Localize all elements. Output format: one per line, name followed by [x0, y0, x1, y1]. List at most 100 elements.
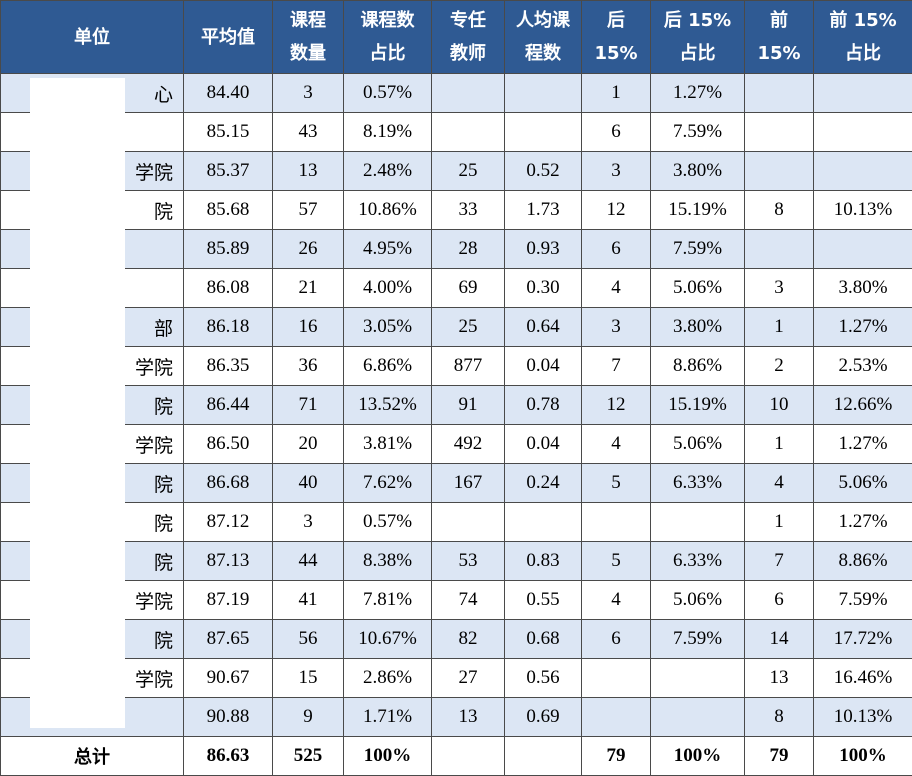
data-cell: 5.06% — [651, 581, 745, 620]
data-cell — [745, 74, 814, 113]
data-cell: 5.06% — [651, 425, 745, 464]
data-cell: 0.56 — [505, 659, 582, 698]
data-cell: 8.86% — [814, 542, 912, 581]
data-cell: 74 — [432, 581, 505, 620]
header-course-count: 课程数量 — [273, 1, 344, 74]
data-cell: 5 — [582, 464, 651, 503]
data-cell: 6 — [745, 581, 814, 620]
data-cell: 87.12 — [184, 503, 273, 542]
total-cell — [432, 737, 505, 776]
data-cell — [745, 113, 814, 152]
data-cell: 10.13% — [814, 191, 912, 230]
data-cell: 85.68 — [184, 191, 273, 230]
data-cell: 0.52 — [505, 152, 582, 191]
data-cell: 3.80% — [814, 269, 912, 308]
data-cell: 3.80% — [651, 308, 745, 347]
data-cell: 5.06% — [814, 464, 912, 503]
data-cell: 0.04 — [505, 347, 582, 386]
data-cell — [745, 152, 814, 191]
data-cell — [505, 74, 582, 113]
header-bottom-15-share: 后 15%占比 — [651, 1, 745, 74]
data-cell — [814, 74, 912, 113]
data-cell: 10.13% — [814, 698, 912, 737]
data-cell: 877 — [432, 347, 505, 386]
data-cell: 1 — [745, 308, 814, 347]
data-cell: 13 — [273, 152, 344, 191]
data-cell: 3 — [745, 269, 814, 308]
data-cell: 2.53% — [814, 347, 912, 386]
data-cell: 15.19% — [651, 386, 745, 425]
data-cell: 20 — [273, 425, 344, 464]
data-cell: 8 — [745, 698, 814, 737]
data-cell: 5.06% — [651, 269, 745, 308]
data-cell: 86.18 — [184, 308, 273, 347]
data-cell: 7 — [745, 542, 814, 581]
data-cell: 3 — [273, 503, 344, 542]
data-cell: 4.00% — [344, 269, 432, 308]
data-cell: 4.95% — [344, 230, 432, 269]
data-cell: 8 — [745, 191, 814, 230]
data-cell — [651, 503, 745, 542]
data-cell: 16.46% — [814, 659, 912, 698]
data-cell: 86.50 — [184, 425, 273, 464]
total-cell: 100% — [814, 737, 912, 776]
data-cell: 53 — [432, 542, 505, 581]
data-cell: 85.15 — [184, 113, 273, 152]
data-cell: 7.59% — [651, 113, 745, 152]
data-cell: 25 — [432, 308, 505, 347]
data-cell: 12 — [582, 191, 651, 230]
data-cell: 0.24 — [505, 464, 582, 503]
data-cell: 0.69 — [505, 698, 582, 737]
data-cell: 27 — [432, 659, 505, 698]
data-cell — [651, 698, 745, 737]
data-cell: 86.44 — [184, 386, 273, 425]
data-cell: 3 — [582, 308, 651, 347]
data-cell: 1 — [582, 74, 651, 113]
data-cell: 86.35 — [184, 347, 273, 386]
data-cell: 85.37 — [184, 152, 273, 191]
data-cell: 10.86% — [344, 191, 432, 230]
data-cell: 15 — [273, 659, 344, 698]
data-cell: 13 — [745, 659, 814, 698]
total-cell: 79 — [582, 737, 651, 776]
data-cell: 17.72% — [814, 620, 912, 659]
data-cell — [582, 659, 651, 698]
data-cell: 1.71% — [344, 698, 432, 737]
data-cell: 6.33% — [651, 542, 745, 581]
data-cell: 1 — [745, 425, 814, 464]
data-cell: 41 — [273, 581, 344, 620]
data-cell: 25 — [432, 152, 505, 191]
header-top-15-share: 前 15%占比 — [814, 1, 912, 74]
data-cell: 40 — [273, 464, 344, 503]
data-cell: 5 — [582, 542, 651, 581]
data-cell: 0.57% — [344, 74, 432, 113]
data-cell: 85.89 — [184, 230, 273, 269]
data-cell: 87.65 — [184, 620, 273, 659]
data-cell: 0.83 — [505, 542, 582, 581]
header-course-share: 课程数占比 — [344, 1, 432, 74]
data-cell: 492 — [432, 425, 505, 464]
data-cell: 7.59% — [651, 620, 745, 659]
header-unit: 单位 — [1, 1, 184, 74]
data-cell: 7.59% — [814, 581, 912, 620]
total-cell: 100% — [344, 737, 432, 776]
data-cell: 7 — [582, 347, 651, 386]
data-cell: 3.81% — [344, 425, 432, 464]
data-cell: 2 — [745, 347, 814, 386]
total-row: 总计 86.63 525 100% 79 100% 79 100% — [1, 737, 912, 776]
data-cell: 0.93 — [505, 230, 582, 269]
data-cell: 91 — [432, 386, 505, 425]
data-cell: 43 — [273, 113, 344, 152]
data-cell: 0.78 — [505, 386, 582, 425]
data-cell: 44 — [273, 542, 344, 581]
data-cell: 4 — [582, 269, 651, 308]
